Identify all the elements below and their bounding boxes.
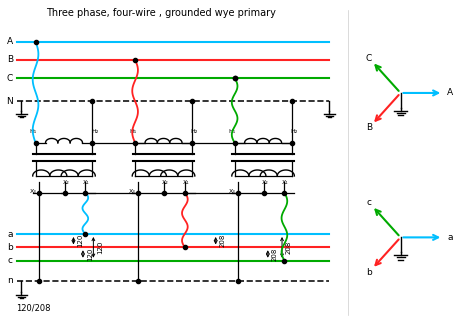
Text: Three phase, four-wire , grounded wye primary: Three phase, four-wire , grounded wye pr… bbox=[46, 8, 276, 18]
Text: H₂: H₂ bbox=[191, 129, 198, 134]
Text: N: N bbox=[6, 97, 13, 106]
Text: n: n bbox=[7, 276, 13, 285]
Text: 120: 120 bbox=[87, 247, 93, 261]
Text: X₁: X₁ bbox=[83, 180, 90, 185]
Text: X₂: X₂ bbox=[162, 180, 169, 185]
Text: H₁: H₁ bbox=[29, 129, 37, 134]
Text: A: A bbox=[447, 88, 453, 98]
Text: X₂: X₂ bbox=[63, 180, 69, 185]
Text: a: a bbox=[7, 229, 13, 239]
Text: 208: 208 bbox=[272, 247, 278, 261]
Text: X₃: X₃ bbox=[129, 189, 136, 195]
Text: b: b bbox=[366, 268, 372, 277]
Text: a: a bbox=[447, 233, 453, 242]
Text: B: B bbox=[7, 55, 13, 64]
Text: c: c bbox=[366, 198, 371, 207]
Text: 120: 120 bbox=[97, 241, 103, 254]
Text: H₁: H₁ bbox=[228, 129, 236, 134]
Text: H₂: H₂ bbox=[290, 129, 298, 134]
Text: X₁: X₁ bbox=[182, 180, 189, 185]
Text: H₂: H₂ bbox=[91, 129, 99, 134]
Text: b: b bbox=[7, 243, 13, 252]
Text: H₁: H₁ bbox=[129, 129, 137, 134]
Text: X₂: X₂ bbox=[262, 180, 268, 185]
Text: 120: 120 bbox=[77, 234, 83, 247]
Text: 208: 208 bbox=[219, 234, 226, 247]
Text: A: A bbox=[7, 37, 13, 46]
Text: c: c bbox=[8, 256, 13, 265]
Text: C: C bbox=[7, 73, 13, 83]
Text: X₃: X₃ bbox=[229, 189, 236, 195]
Text: X₁: X₁ bbox=[282, 180, 289, 185]
Text: C: C bbox=[365, 53, 372, 63]
Text: B: B bbox=[366, 123, 372, 132]
Text: 208: 208 bbox=[286, 241, 292, 254]
Text: 120/208: 120/208 bbox=[17, 304, 51, 313]
Text: X₃: X₃ bbox=[30, 189, 36, 195]
